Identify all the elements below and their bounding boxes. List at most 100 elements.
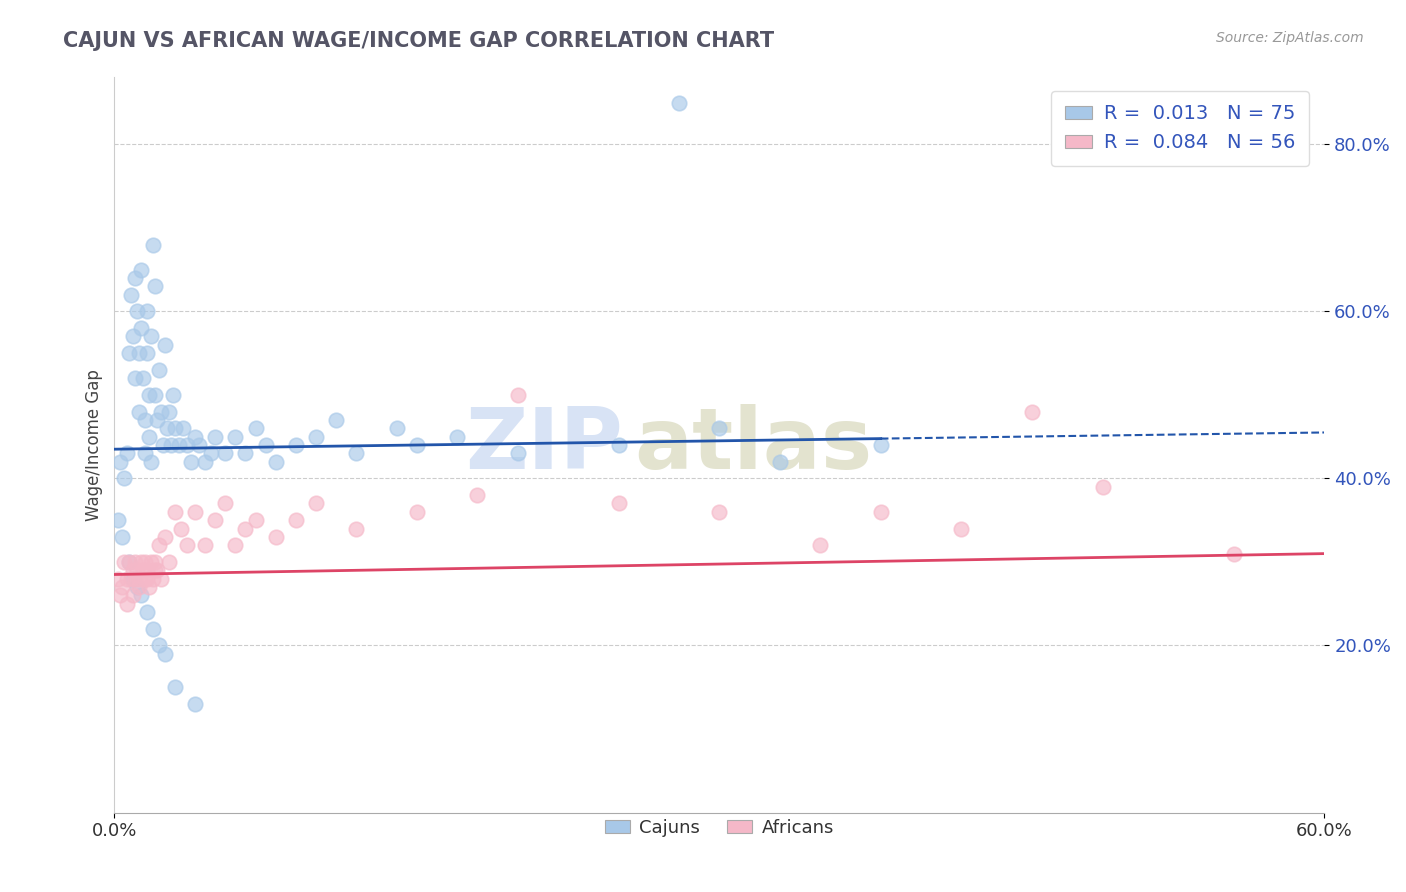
Text: atlas: atlas <box>634 403 873 486</box>
Text: CAJUN VS AFRICAN WAGE/INCOME GAP CORRELATION CHART: CAJUN VS AFRICAN WAGE/INCOME GAP CORRELA… <box>63 31 775 51</box>
Point <box>1222 547 1244 561</box>
Point <box>162 388 184 402</box>
Point <box>167 438 190 452</box>
Point <box>1021 404 1043 418</box>
Point <box>153 338 176 352</box>
Point <box>235 522 257 536</box>
Point <box>107 513 129 527</box>
Point <box>129 588 152 602</box>
Point <box>385 421 408 435</box>
Point <box>245 421 267 435</box>
Point <box>163 505 186 519</box>
Text: ZIP: ZIP <box>465 403 623 486</box>
Y-axis label: Wage/Income Gap: Wage/Income Gap <box>86 369 103 521</box>
Point <box>143 555 166 569</box>
Point <box>204 430 226 444</box>
Point <box>128 346 150 360</box>
Point <box>950 522 973 536</box>
Point <box>134 555 156 569</box>
Point <box>184 505 207 519</box>
Point <box>135 304 157 318</box>
Point <box>139 329 162 343</box>
Point <box>139 455 162 469</box>
Point <box>124 271 146 285</box>
Point <box>446 430 468 444</box>
Point <box>128 572 150 586</box>
Point <box>138 430 160 444</box>
Point <box>607 496 630 510</box>
Point <box>143 279 166 293</box>
Point <box>135 605 157 619</box>
Point <box>245 513 267 527</box>
Legend: Cajuns, Africans: Cajuns, Africans <box>598 812 841 844</box>
Point <box>160 438 183 452</box>
Point <box>120 572 142 586</box>
Point <box>180 455 202 469</box>
Point <box>128 580 150 594</box>
Point <box>1091 480 1114 494</box>
Point <box>134 413 156 427</box>
Point <box>284 438 307 452</box>
Point <box>117 555 139 569</box>
Point <box>129 262 152 277</box>
Point <box>148 538 170 552</box>
Point <box>110 455 132 469</box>
Point <box>184 697 207 711</box>
Point <box>138 388 160 402</box>
Point <box>145 413 167 427</box>
Point <box>325 413 347 427</box>
Point <box>668 95 690 110</box>
Point <box>235 446 257 460</box>
Point <box>204 513 226 527</box>
Point <box>142 622 165 636</box>
Point <box>869 438 891 452</box>
Point <box>506 446 529 460</box>
Point <box>114 555 136 569</box>
Point <box>194 455 217 469</box>
Point <box>149 404 172 418</box>
Point <box>157 404 180 418</box>
Point <box>135 572 157 586</box>
Point <box>115 446 138 460</box>
Point <box>869 505 891 519</box>
Point <box>607 438 630 452</box>
Point <box>131 371 153 385</box>
Point <box>125 580 148 594</box>
Point <box>148 363 170 377</box>
Point <box>145 563 167 577</box>
Point <box>125 563 148 577</box>
Point <box>115 597 138 611</box>
Point <box>264 530 287 544</box>
Point <box>214 496 236 510</box>
Point <box>172 421 194 435</box>
Point <box>156 421 179 435</box>
Point <box>121 588 143 602</box>
Point <box>120 287 142 301</box>
Point <box>143 388 166 402</box>
Point <box>142 572 165 586</box>
Point <box>406 438 429 452</box>
Point <box>769 455 792 469</box>
Point <box>111 580 134 594</box>
Point <box>153 647 176 661</box>
Point <box>135 563 157 577</box>
Point <box>163 680 186 694</box>
Point <box>121 572 143 586</box>
Point <box>709 421 731 435</box>
Point <box>121 329 143 343</box>
Point <box>467 488 489 502</box>
Point <box>152 438 174 452</box>
Point <box>110 588 132 602</box>
Point <box>264 455 287 469</box>
Point <box>224 430 246 444</box>
Point <box>808 538 831 552</box>
Point <box>121 563 143 577</box>
Point <box>129 555 152 569</box>
Point <box>107 572 129 586</box>
Point <box>124 371 146 385</box>
Point <box>157 555 180 569</box>
Point <box>124 555 146 569</box>
Point <box>149 572 172 586</box>
Point <box>305 496 328 510</box>
Point <box>115 572 138 586</box>
